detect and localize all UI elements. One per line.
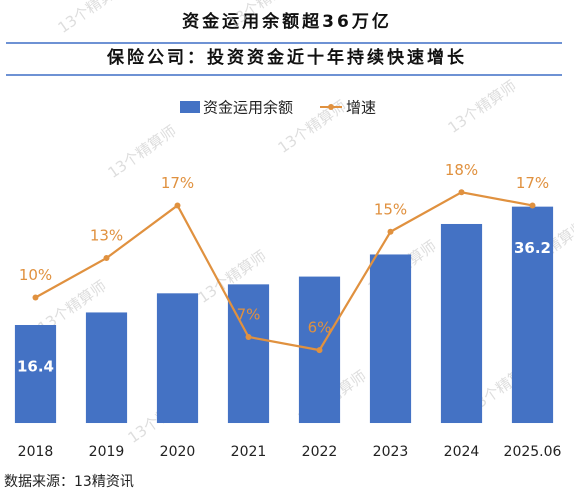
legend-label: 增速 [346, 99, 376, 117]
bar [440, 223, 483, 424]
x-tick-label: 2018 [18, 444, 54, 460]
x-tick-label: 2019 [89, 444, 125, 460]
line-point [529, 202, 536, 209]
line-point [245, 333, 252, 340]
bar [511, 206, 554, 424]
line-value-label: 15% [374, 200, 407, 218]
line-value-label: 10% [19, 266, 52, 284]
line-value-label: 7% [237, 305, 261, 323]
line-point [103, 255, 110, 262]
chart-subtitle: 保险公司：投资资金近十年持续快速增长 [106, 47, 467, 68]
watermark: 13个精算师 [445, 77, 520, 137]
x-tick-label: 2022 [302, 444, 338, 460]
bar [85, 312, 128, 424]
line-point [458, 189, 465, 196]
watermark: 13个精算师 [105, 122, 180, 182]
bar [14, 324, 57, 424]
line-value-label: 17% [516, 174, 549, 192]
line-point [316, 347, 323, 354]
line-value-label: 18% [445, 161, 478, 179]
legend-swatch [328, 104, 334, 110]
line-point [32, 294, 39, 301]
bar [369, 254, 412, 424]
line-point [174, 202, 181, 209]
legend-swatch [180, 101, 200, 113]
bar-value-label: 36.2 [514, 239, 551, 257]
x-tick-label: 2021 [231, 444, 267, 460]
watermark: 13个精算师 [55, 0, 130, 37]
bar-value-label: 16.4 [17, 357, 54, 375]
x-tick-label: 2020 [160, 444, 196, 460]
line-value-label: 13% [90, 227, 123, 245]
chart-title: 资金运用余额超36万亿 [182, 11, 392, 32]
x-tick-label: 2025.06 [504, 444, 562, 460]
source: 数据来源：13精资讯 [4, 474, 134, 490]
x-tick-label: 2024 [444, 444, 480, 460]
bar [227, 284, 270, 424]
bar [156, 293, 199, 424]
legend-label: 资金运用余额 [203, 99, 293, 117]
line-point [387, 228, 394, 235]
line-value-label: 17% [161, 174, 194, 192]
x-tick-label: 2023 [373, 444, 409, 460]
line-value-label: 6% [308, 319, 332, 337]
line [34, 191, 533, 352]
